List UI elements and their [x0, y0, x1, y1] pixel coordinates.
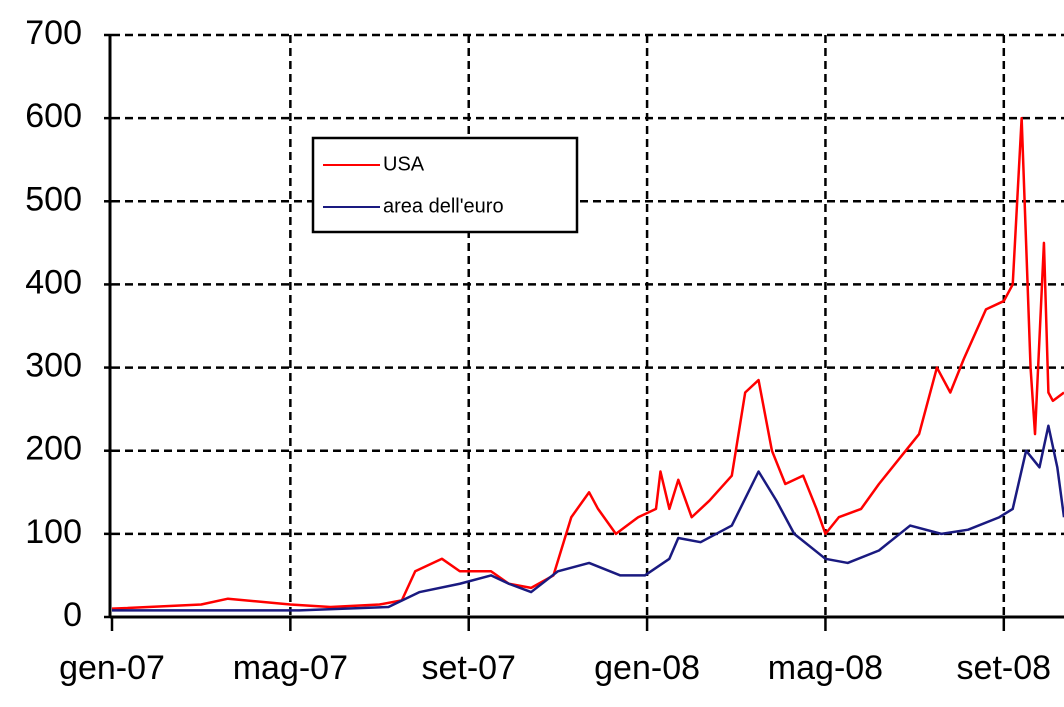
data-line: [111, 116, 1064, 610]
legend-box: [311, 136, 579, 234]
legend-label: area dell'euro: [383, 195, 504, 217]
y-tick-label: 100: [25, 513, 82, 551]
x-tick-label: gen-07: [59, 649, 165, 687]
y-tick-label: 0: [63, 596, 82, 634]
y-tick-label: 200: [25, 430, 82, 468]
y-tick-label: 500: [25, 180, 82, 218]
y-tick-label: 300: [25, 347, 82, 385]
data-line: [112, 424, 1064, 612]
legend: USA area dell'euro: [311, 136, 579, 234]
y-tick-label: 600: [25, 97, 82, 135]
y-tick-label: 700: [25, 14, 82, 52]
x-tick-label: set-08: [957, 649, 1052, 687]
x-tick-label: set-07: [421, 649, 516, 687]
x-tick-label: mag-07: [233, 649, 348, 687]
legend-label: USA: [383, 153, 425, 175]
x-tick-label: mag-08: [768, 649, 883, 687]
y-tick-label: 400: [25, 263, 82, 301]
x-tick-label: gen-08: [594, 649, 700, 687]
